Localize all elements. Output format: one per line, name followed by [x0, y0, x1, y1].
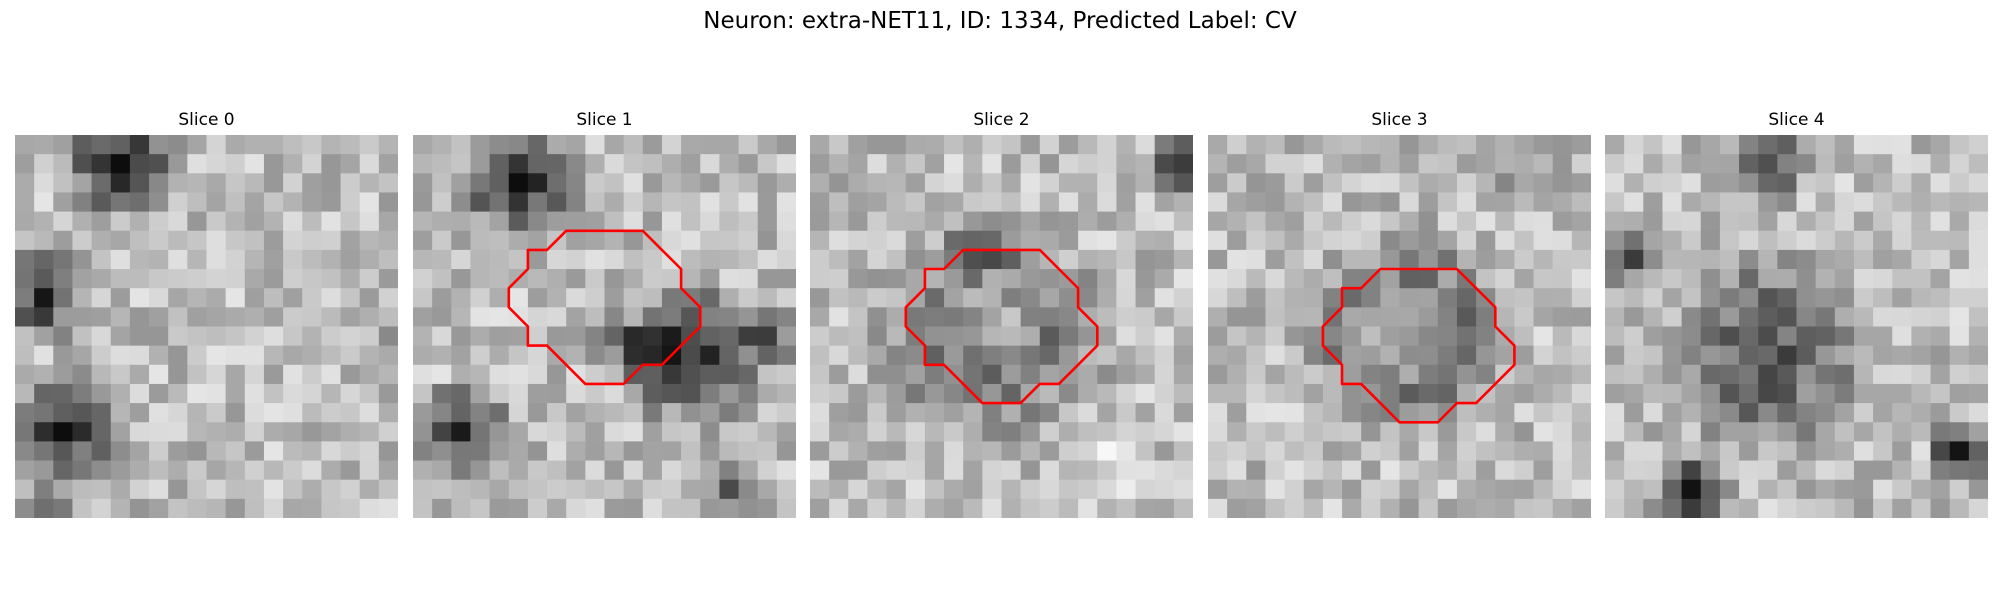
slice-title: Slice 1	[576, 110, 633, 130]
figure-title: Neuron: extra-NET11, ID: 1334, Predicted…	[703, 8, 1297, 34]
slice-image	[413, 135, 796, 518]
grayscale-pixels	[1605, 135, 1988, 518]
roi-contour	[1321, 267, 1516, 424]
grayscale-pixels	[15, 135, 398, 518]
grayscale-pixels	[1208, 135, 1591, 518]
slice-title: Slice 3	[1371, 110, 1428, 130]
slice-title: Slice 2	[973, 110, 1030, 130]
slice-image	[1208, 135, 1591, 518]
grayscale-pixels	[413, 135, 796, 518]
slice-title: Slice 4	[1768, 110, 1825, 130]
roi-contour	[507, 229, 702, 386]
roi-contour	[904, 248, 1099, 405]
slice-image	[810, 135, 1193, 518]
slice-title: Slice 0	[178, 110, 235, 130]
grayscale-pixels	[810, 135, 1193, 518]
slice-image	[15, 135, 398, 518]
slice-image	[1605, 135, 1988, 518]
